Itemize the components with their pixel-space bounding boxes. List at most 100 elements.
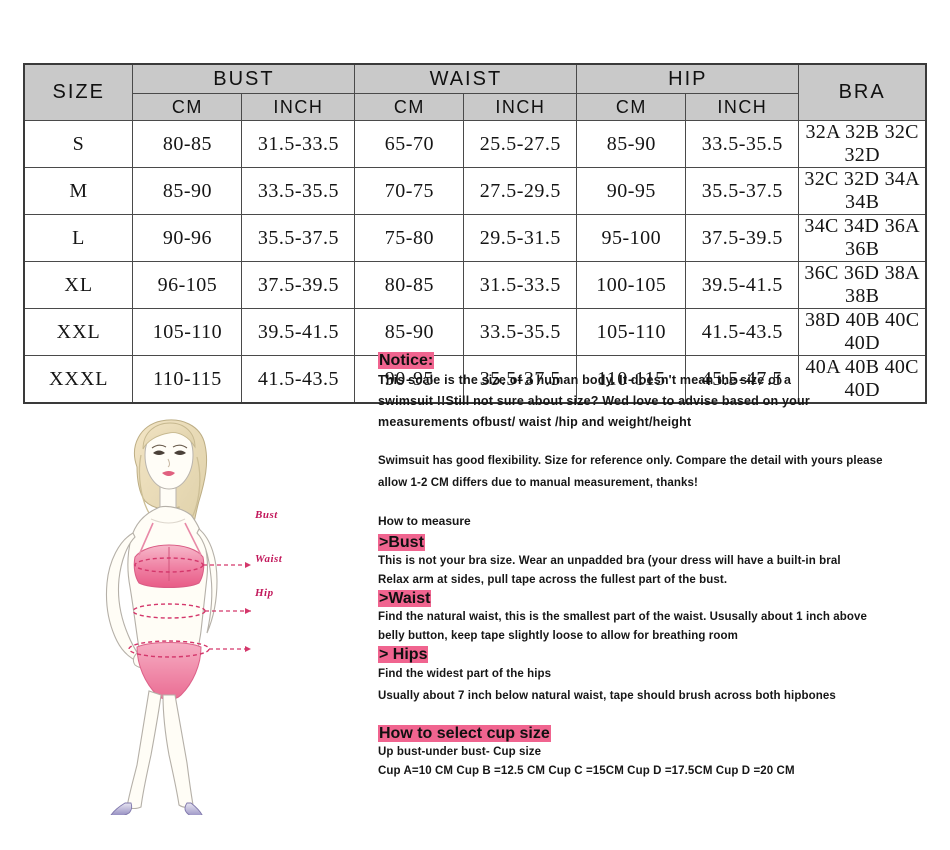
cell-size: S [23, 120, 134, 168]
notice-title: Notice: [378, 352, 435, 369]
bust-heading-row: >Bust [378, 534, 923, 552]
waist-arrow-icon [245, 608, 251, 614]
cell-hip-cm: 90-95 [576, 167, 687, 215]
table-row: XL 96-105 37.5-39.5 80-85 31.5-33.5 100-… [23, 261, 927, 309]
left-leg-shape [126, 690, 162, 810]
cell-size: M [23, 167, 134, 215]
table-header-row-units: CM INCH CM INCH CM INCH [24, 93, 926, 121]
how-to-measure-heading: How to measure [378, 514, 471, 528]
bust-instructions: This is not your bra size. Wear an unpad… [378, 552, 923, 590]
bra-strap-left [138, 522, 154, 556]
cell-bust-inch: 35.5-37.5 [241, 214, 356, 262]
table-header: SIZE BUST WAIST HIP BRA CM INCH CM INCH … [23, 63, 927, 121]
left-eye-icon [153, 450, 165, 455]
cell-size: XL [23, 261, 134, 309]
size-chart-table: SIZE BUST WAIST HIP BRA CM INCH CM INCH … [23, 63, 927, 404]
body-measurement-illustration: Bust Waist Hip [75, 415, 365, 815]
bust-instruction-line-2: Relax arm at sides, pull tape across the… [378, 574, 728, 586]
flexibility-paragraph: Swimsuit has good flexibility. Size for … [378, 451, 923, 494]
cell-waist-cm: 65-70 [354, 120, 465, 168]
cell-hip-cm: 105-110 [576, 308, 687, 356]
table-body: S 80-85 31.5-33.5 65-70 25.5-27.5 85-90 … [23, 120, 927, 404]
cell-waist-inch: 33.5-35.5 [463, 308, 578, 356]
cell-waist-inch: 31.5-33.5 [463, 261, 578, 309]
bust-arrow-icon [245, 562, 251, 568]
table-row: XXXL 110-115 41.5-43.5 90-95 35.5-37.5 1… [23, 355, 927, 404]
bust-section: >Bust This is not your bra size. Wear an… [378, 534, 923, 590]
hips-instruction-line-2: Usually about 7 inch below natural waist… [378, 689, 836, 702]
hair-strand-left [138, 454, 150, 514]
header-size: SIZE [23, 63, 134, 121]
header-hip-cm: CM [576, 93, 687, 121]
cell-bra: 34C 34D 36A 36B [798, 214, 927, 262]
cup-size-line-2: Cup A=10 CM Cup B =12.5 CM Cup C =15CM C… [378, 765, 795, 777]
header-bust-cm: CM [132, 93, 243, 121]
lips-shape [162, 471, 175, 476]
cell-waist-cm: 80-85 [354, 261, 465, 309]
waist-instructions: Find the natural waist, this is the smal… [378, 608, 923, 646]
cell-waist-cm: 75-80 [354, 214, 465, 262]
cell-hip-inch: 45.5-47.5 [685, 355, 800, 404]
bra-strap-right [184, 522, 202, 556]
cell-size: XXL [23, 308, 134, 356]
hips-section: > Hips Find the widest part of the hips … [378, 646, 923, 707]
waist-section-heading: >Waist [378, 590, 432, 607]
hips-heading-row: > Hips [378, 646, 923, 664]
cell-bust-inch: 39.5-41.5 [241, 308, 356, 356]
bikini-bottom-shape [136, 642, 202, 700]
hips-instruction-line-1: Find the widest part of the hips [378, 668, 552, 680]
cell-bust-cm: 110-115 [132, 355, 243, 404]
right-leg-shape [162, 694, 194, 808]
cell-bust-inch: 33.5-35.5 [241, 167, 356, 215]
notice-line-2: swimsuit !!Still not sure about size? We… [378, 394, 810, 408]
table-row: M 85-90 33.5-35.5 70-75 27.5-29.5 90-95 … [23, 167, 927, 215]
cell-waist-cm: 85-90 [354, 308, 465, 356]
waist-instruction-line-2: belly button, keep tape slightly loose t… [378, 630, 738, 642]
collarbone-line [150, 518, 186, 524]
cup-size-section: How to select cup size Up bust-under bus… [378, 725, 923, 781]
cell-bra: 40A 40B 40C 40D [798, 355, 927, 404]
bust-label: Bust [255, 509, 278, 521]
cell-bust-inch: 41.5-43.5 [241, 355, 356, 404]
cell-bust-cm: 105-110 [132, 308, 243, 356]
header-hip: HIP [576, 63, 800, 94]
right-arm-shape [196, 528, 218, 634]
left-eyebrow [151, 444, 167, 449]
nose-line [167, 458, 170, 468]
cell-waist-cm: 70-75 [354, 167, 465, 215]
spacer [378, 494, 923, 512]
hips-instructions: Find the widest part of the hips Usually… [378, 664, 923, 707]
notice-line-3: measurements ofbust/ waist /hip and weig… [378, 415, 692, 429]
cell-bra: 36C 36D 38A 38B [798, 261, 927, 309]
cell-hip-cm: 100-105 [576, 261, 687, 309]
hips-section-heading: > Hips [378, 646, 429, 663]
table-row: XXL 105-110 39.5-41.5 85-90 33.5-35.5 10… [23, 308, 927, 356]
cell-bra: 32A 32B 32C 32D [798, 120, 927, 168]
table-header-row-groups: SIZE BUST WAIST HIP BRA [23, 63, 927, 121]
waist-label: Waist [255, 553, 283, 565]
cup-size-line-1: Up bust-under bust- Cup size [378, 746, 542, 758]
hip-label: Hip [255, 587, 274, 599]
hip-arrow-icon [245, 646, 251, 652]
header-bra: BRA [798, 63, 927, 121]
header-waist-inch: INCH [463, 93, 578, 121]
cell-bust-cm: 80-85 [132, 120, 243, 168]
cell-waist-inch: 35.5-37.5 [463, 355, 578, 404]
cell-bust-inch: 31.5-33.5 [241, 120, 356, 168]
cell-waist-inch: 29.5-31.5 [463, 214, 578, 262]
table-row: L 90-96 35.5-37.5 75-80 29.5-31.5 95-100… [23, 214, 927, 262]
cell-size: XXXL [23, 355, 134, 404]
cell-bra: 32C 32D 34A 34B [798, 167, 927, 215]
flexibility-line-2: allow 1-2 CM differs due to manual measu… [378, 476, 698, 489]
cell-hip-inch: 35.5-37.5 [685, 167, 800, 215]
hair-front-shape [142, 422, 196, 450]
cell-hip-inch: 41.5-43.5 [685, 308, 800, 356]
cell-hip-cm: 85-90 [576, 120, 687, 168]
cell-bust-cm: 96-105 [132, 261, 243, 309]
cell-hip-cm: 110-115 [576, 355, 687, 404]
size-chart-table-container: SIZE BUST WAIST HIP BRA CM INCH CM INCH … [23, 63, 927, 404]
right-shoe-shape [184, 802, 203, 815]
right-eye-icon [174, 450, 186, 455]
bust-instruction-line-1: This is not your bra size. Wear an unpad… [378, 555, 841, 567]
cell-hip-inch: 37.5-39.5 [685, 214, 800, 262]
